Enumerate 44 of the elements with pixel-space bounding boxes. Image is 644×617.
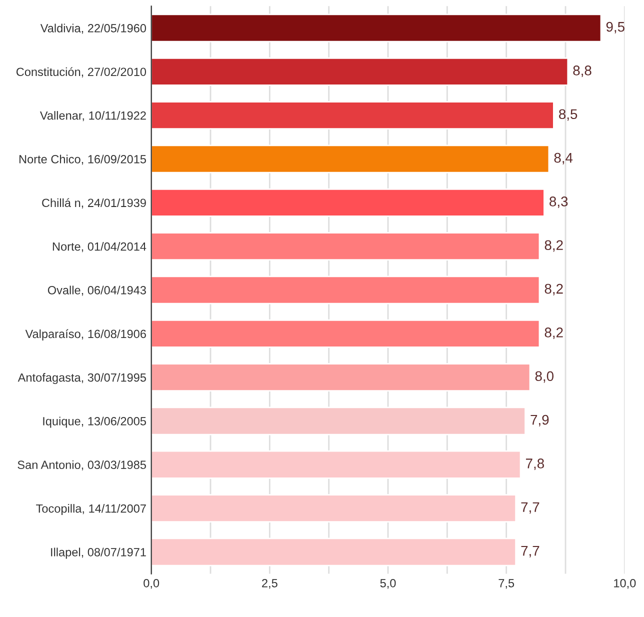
- y-tick-label: San Antonio, 03/03/1985: [18, 460, 146, 470]
- data-label: 8,3: [550, 196, 568, 208]
- bar: [151, 450, 522, 479]
- y-tick-label: Antofagasta, 30/07/1995: [18, 373, 146, 384]
- data-label: 8,8: [573, 66, 592, 78]
- y-tick-label: Valdivia, 22/05/1960: [40, 24, 146, 34]
- y-tick-label: Illapel, 08/07/1971: [51, 548, 146, 559]
- data-label: 7,8: [526, 458, 544, 470]
- data-label: 7,7: [521, 546, 540, 558]
- x-tick-label: 2,5: [262, 578, 278, 589]
- data-label: 7,7: [521, 502, 540, 514]
- data-label: 8,0: [535, 371, 554, 383]
- bar: [151, 276, 540, 304]
- y-tick-label: Ovalle, 06/04/1943: [48, 286, 146, 296]
- bar: [151, 144, 550, 174]
- y-tick-label: Valparaíso, 16/08/1906: [25, 329, 146, 340]
- y-tick-label: Iquique, 13/06/2005: [43, 416, 146, 428]
- bar: [151, 406, 526, 436]
- data-label: 8,4: [554, 152, 573, 164]
- x-tick-label: 10,0: [614, 578, 636, 589]
- bar: [151, 232, 540, 261]
- y-tick-label: Norte Chico, 16/09/2015: [19, 154, 146, 165]
- bar: [151, 57, 569, 86]
- bar: [151, 363, 531, 392]
- bar: [151, 538, 517, 566]
- y-tick-label: Vallenar, 10/11/1922: [40, 111, 146, 122]
- y-tick-label: Constitución, 27/02/2010: [16, 67, 146, 78]
- data-label: 8,2: [544, 328, 563, 340]
- x-tick-label: 0,0: [144, 578, 160, 589]
- bar: [151, 494, 517, 523]
- x-tick-label: 5,0: [380, 578, 396, 589]
- x-tick-label: 7,5: [498, 579, 514, 589]
- data-label: 7,9: [530, 414, 549, 426]
- y-tick-label: Norte, 01/04/2014: [52, 242, 146, 252]
- bar: [151, 188, 545, 217]
- data-label: 8,5: [559, 109, 578, 121]
- y-tick-label: Chillá n, 24/01/1939: [42, 198, 146, 208]
- bar: [151, 14, 602, 42]
- bar: [151, 101, 554, 130]
- data-label: 8,2: [544, 240, 563, 252]
- bar: [151, 319, 540, 348]
- data-label: 9,5: [606, 22, 624, 34]
- y-tick-label: Tocopilla, 14/11/2007: [36, 504, 146, 516]
- data-label: 8,2: [544, 284, 563, 296]
